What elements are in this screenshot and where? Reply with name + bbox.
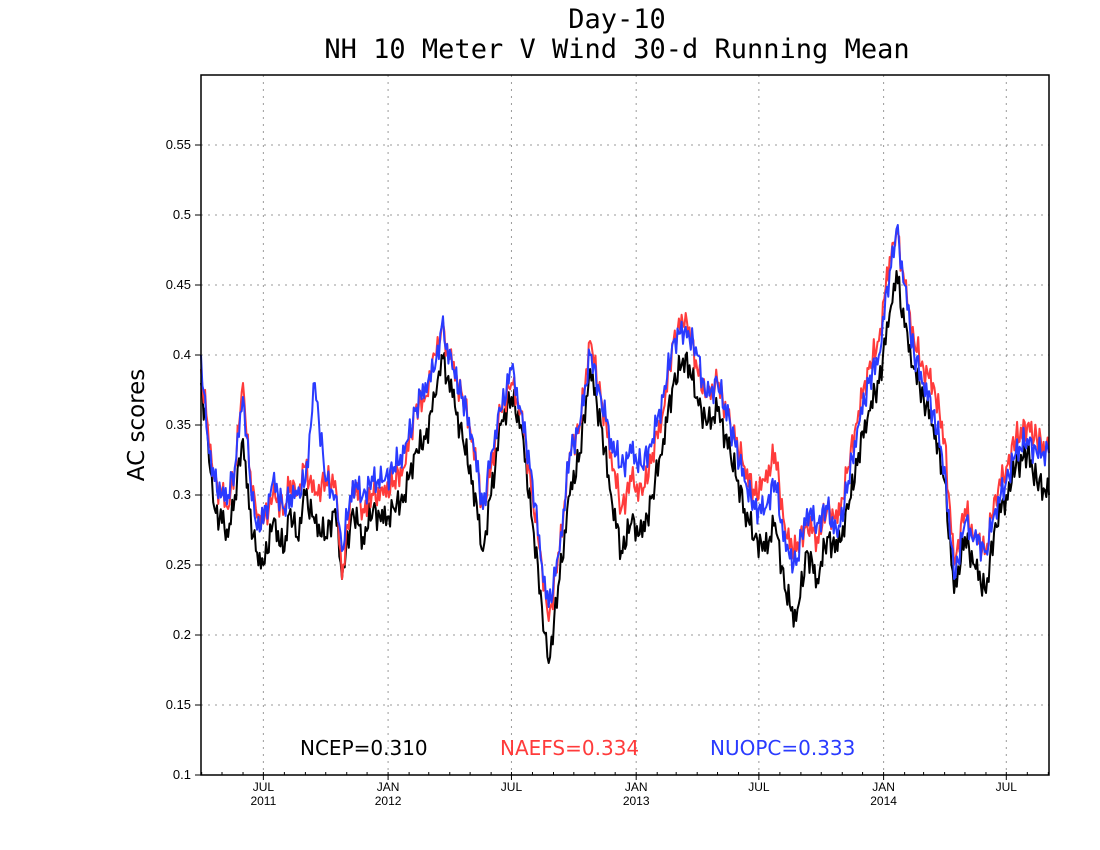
legend-nuopc: NUOPC=0.333: [710, 736, 855, 760]
y-tick-label: 0.3: [173, 487, 191, 502]
y-tick-label: 0.4: [173, 347, 191, 362]
y-tick-label: 0.35: [166, 417, 191, 432]
series-layer: [200, 224, 1050, 664]
y-tick-label: 0.5: [173, 207, 191, 222]
legend: NCEP=0.310 NAEFS=0.334 NUOPC=0.333: [300, 736, 855, 760]
legend-naefs: NAEFS=0.334: [500, 736, 639, 760]
y-axis-label: AC scores: [124, 369, 150, 481]
x-tick-year-label: 2013: [623, 794, 650, 808]
y-tick-label: 0.55: [166, 137, 191, 152]
legend-ncep: NCEP=0.310: [300, 736, 428, 760]
grid-layer: [201, 75, 1049, 775]
x-tick-label: JUL: [996, 780, 1018, 794]
chart-subtitle: NH 10 Meter V Wind 30-d Running Mean: [324, 34, 909, 65]
y-tick-label: 0.15: [166, 697, 191, 712]
nuopc-series-line: [200, 224, 1050, 608]
x-tick-label: JAN: [872, 780, 895, 794]
x-tick-label: JUL: [253, 780, 275, 794]
y-tick-label: 0.1: [173, 767, 191, 782]
chart-title: Day-10: [568, 4, 666, 35]
y-tick-label: 0.45: [166, 277, 191, 292]
y-tick-label: 0.2: [173, 627, 191, 642]
x-tick-year-label: 2011: [250, 794, 276, 808]
x-tick-label: JAN: [625, 780, 648, 794]
y-tick-label: 0.25: [166, 557, 191, 572]
x-tick-label: JUL: [748, 780, 770, 794]
x-tick-year-label: 2014: [870, 794, 897, 808]
y-axis-ticks: 0.1 0.15 0.2 0.25 0.3 0.35 0.4 0.45 0.5 0.55: [166, 137, 201, 782]
x-tick-label: JAN: [377, 780, 400, 794]
x-tick-label: JUL: [501, 780, 523, 794]
x-tick-year-label: 2012: [375, 794, 402, 808]
naefs-series-line: [200, 228, 1050, 622]
